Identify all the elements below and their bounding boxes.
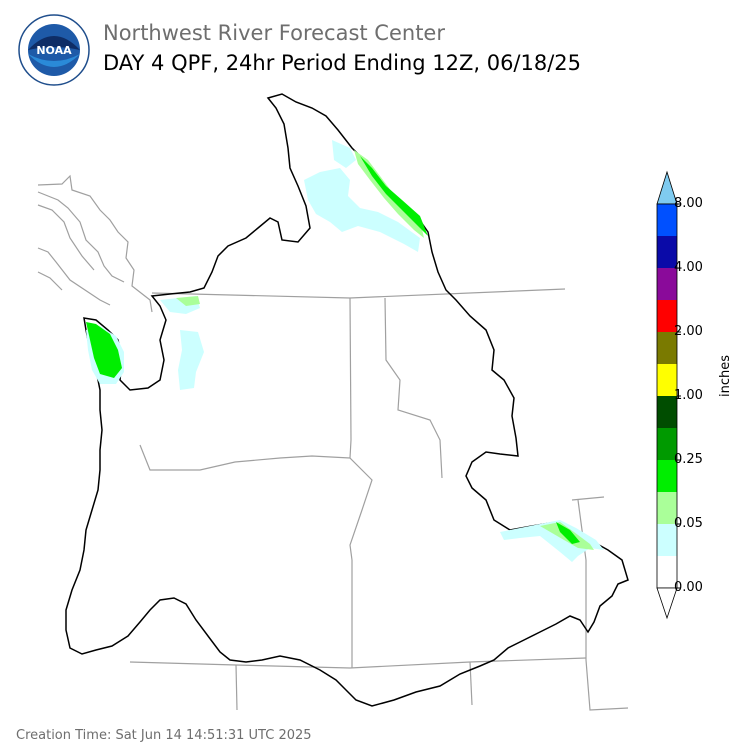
- colorbar-tick-label: 0.05: [674, 516, 703, 531]
- colorbar-tick-label: 1.00: [674, 388, 703, 403]
- colorbar-bin: [657, 396, 677, 428]
- colorbar-bin: [657, 332, 677, 364]
- colorbar-tick-label: 8.00: [674, 196, 703, 211]
- colorbar-bin: [657, 300, 677, 332]
- colorbar-bin: [657, 428, 677, 460]
- agency-title: Northwest River Forecast Center: [103, 21, 445, 45]
- colorbar-tick-label: 4.00: [674, 260, 703, 275]
- colorbar-tick-label: 0.00: [674, 580, 703, 595]
- colorbar-bin: [657, 492, 677, 524]
- colorbar-tick-label: 0.25: [674, 452, 703, 467]
- colorbar-bin: [657, 524, 677, 556]
- product-title: DAY 4 QPF, 24hr Period Ending 12Z, 06/18…: [103, 51, 582, 75]
- colorbar-units: inches: [718, 354, 733, 397]
- coastline-gray: [37, 174, 629, 711]
- colorbar: [656, 170, 681, 620]
- colorbar-bin: [657, 236, 677, 268]
- colorbar-extend-min: [656, 587, 678, 620]
- colorbar-bin: [657, 204, 677, 236]
- colorbar-tick-label: 2.00: [674, 324, 703, 339]
- colorbar-bin: [657, 364, 677, 396]
- svg-text:NOAA: NOAA: [36, 44, 72, 57]
- noaa-logo: NOAA: [18, 14, 90, 86]
- creation-time: Creation Time: Sat Jun 14 14:51:31 UTC 2…: [16, 728, 312, 743]
- colorbar-bin: [657, 556, 677, 588]
- colorbar-bin: [657, 268, 677, 300]
- colorbar-bin: [657, 460, 677, 492]
- basin-outline: [65, 93, 629, 707]
- precip-areas: [86, 140, 604, 562]
